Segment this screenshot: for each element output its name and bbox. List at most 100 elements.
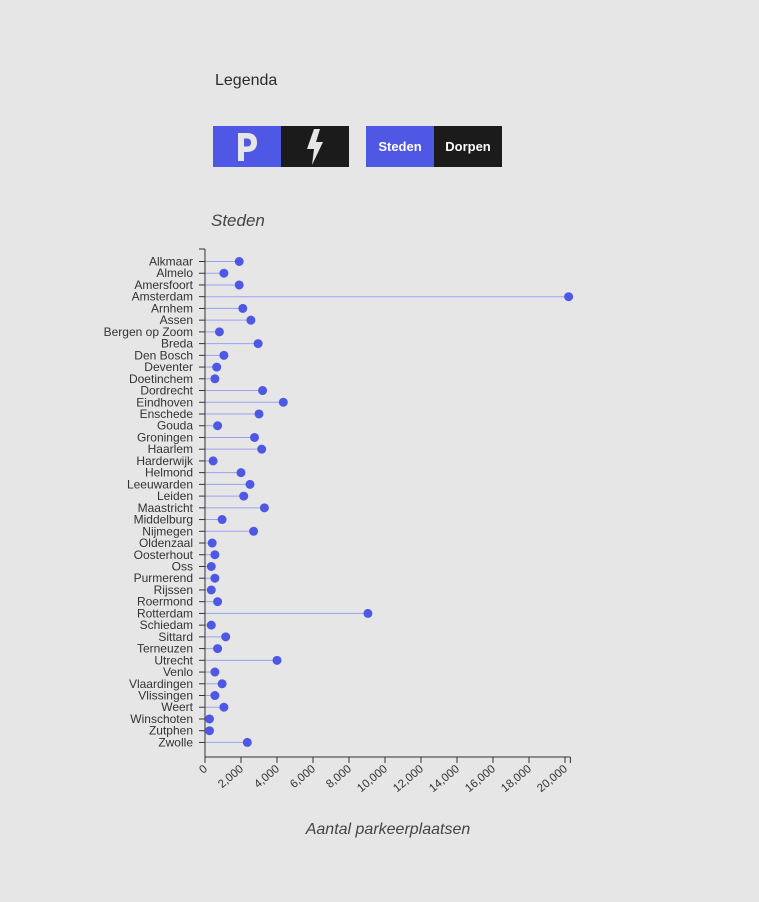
lollipop-dot[interactable]: [207, 538, 217, 548]
lollipop-dot[interactable]: [210, 667, 220, 677]
lollipop-dot[interactable]: [234, 280, 244, 290]
y-tick-label: Venlo: [163, 665, 193, 679]
lollipop-dot[interactable]: [239, 491, 249, 501]
lollipop-dot[interactable]: [217, 679, 227, 689]
lollipop-dot[interactable]: [363, 608, 373, 618]
lollipop-dot[interactable]: [278, 397, 288, 407]
y-tick-label: Haarlem: [148, 442, 193, 456]
y-tick-label: Middelburg: [134, 513, 193, 527]
y-tick-label: Gouda: [157, 419, 193, 433]
lollipop-dot[interactable]: [246, 315, 256, 325]
lollipop-dot[interactable]: [205, 726, 214, 736]
type-toggle-group: [213, 126, 349, 167]
lollipop-dot[interactable]: [210, 374, 220, 384]
lollipop-dot[interactable]: [208, 456, 218, 466]
lollipop-dot[interactable]: [234, 257, 244, 266]
x-tick-label: 14,000: [427, 763, 462, 795]
lollipop-dot[interactable]: [272, 655, 282, 665]
lollipop-dot[interactable]: [206, 561, 216, 571]
y-tick-label: Zutphen: [149, 724, 193, 738]
x-tick-label: 16,000: [463, 763, 498, 795]
x-tick-label: 18,000: [499, 763, 534, 795]
y-tick-label: Zwolle: [158, 735, 193, 749]
y-tick-label: Rijssen: [154, 583, 193, 597]
lollipop-dot[interactable]: [210, 550, 220, 560]
lollipop-dot[interactable]: [213, 597, 223, 607]
x-tick-label: 12,000: [391, 763, 426, 795]
villages-toggle-button[interactable]: Dorpen: [434, 126, 502, 167]
x-tick-label: 2,000: [216, 763, 246, 791]
parking-toggle-button[interactable]: [213, 126, 281, 167]
y-tick-label: Schiedam: [140, 618, 193, 632]
y-tick-label: Breda: [161, 337, 193, 351]
x-tick-label: 6,000: [288, 763, 318, 791]
y-tick-label: Winschoten: [130, 712, 193, 726]
y-tick-label: Vlissingen: [138, 689, 193, 703]
y-tick-label: Leiden: [157, 489, 193, 503]
lollipop-dot[interactable]: [205, 714, 214, 724]
x-tick-label: 0: [197, 763, 210, 776]
lollipop-dot[interactable]: [213, 644, 223, 654]
lollipop-dot[interactable]: [238, 303, 248, 313]
y-tick-label: Oss: [172, 559, 193, 573]
y-tick-label: Sittard: [158, 630, 193, 644]
lollipop-dot[interactable]: [212, 362, 222, 372]
y-tick-label: Arnhem: [151, 301, 193, 315]
y-tick-label: Oosterhout: [134, 548, 194, 562]
charging-toggle-button[interactable]: [281, 126, 349, 167]
y-tick-label: Alkmaar: [149, 255, 193, 269]
lollipop-dot[interactable]: [210, 573, 220, 583]
y-tick-label: Nijmegen: [142, 524, 193, 538]
lollipop-dots: [205, 257, 574, 747]
lollipop-dot[interactable]: [245, 479, 255, 489]
lollipop-dot[interactable]: [242, 737, 252, 747]
y-tick-label: Den Bosch: [134, 348, 193, 362]
lollipop-dot[interactable]: [257, 444, 267, 454]
x-tick-label: 10,000: [355, 763, 390, 795]
lollipop-dot[interactable]: [214, 327, 224, 337]
y-tick-label: Amsterdam: [132, 290, 193, 304]
cities-toggle-button[interactable]: Steden: [366, 126, 434, 167]
lollipop-dot[interactable]: [258, 386, 268, 396]
lollipop-dot[interactable]: [219, 702, 229, 712]
x-tick-label: 20,000: [535, 763, 570, 795]
y-tick-label: Bergen op Zoom: [104, 325, 193, 339]
x-tick-label: 4,000: [252, 763, 282, 791]
y-tick-label: Leeuwarden: [127, 477, 193, 491]
lollipop-dot[interactable]: [249, 526, 259, 536]
y-tick-label: Maastricht: [138, 501, 194, 515]
y-tick-label: Assen: [160, 313, 193, 327]
y-tick-label: Vlaardingen: [129, 677, 193, 691]
lollipop-dot[interactable]: [253, 339, 263, 349]
lollipop-lines: [205, 261, 569, 743]
y-tick-label: Roermond: [137, 595, 193, 609]
lollipop-dot[interactable]: [236, 468, 246, 478]
lollipop-dot[interactable]: [221, 632, 231, 642]
y-tick-label: Almelo: [156, 266, 193, 280]
y-tick-label: Enschede: [140, 407, 194, 421]
area-toggle-group: Steden Dorpen: [366, 126, 502, 167]
y-tick-label: Eindhoven: [136, 395, 193, 409]
lollipop-dot[interactable]: [206, 585, 216, 595]
x-tick-label: 8,000: [324, 763, 354, 791]
lollipop-dot[interactable]: [219, 268, 229, 278]
lollipop-dot[interactable]: [213, 421, 223, 431]
lightning-icon: [307, 128, 323, 165]
lollipop-dot[interactable]: [254, 409, 264, 419]
lollipop-dot[interactable]: [219, 350, 229, 360]
y-tick-label: Terneuzen: [137, 642, 193, 656]
lollipop-dot[interactable]: [217, 515, 227, 525]
chart-axes: 0 2,000 4,000 6,000 8,000 10,000 12,000 14,000 1…: [104, 248, 571, 838]
lollipop-dot[interactable]: [259, 503, 269, 513]
section-title: Steden: [211, 211, 265, 230]
lollipop-dot[interactable]: [206, 620, 216, 630]
y-tick-label: Groningen: [137, 430, 193, 444]
y-tick-label: Oldenzaal: [139, 536, 193, 550]
lollipop-dot[interactable]: [250, 432, 259, 442]
y-tick-label: Doetinchem: [129, 372, 193, 386]
y-tick-label: Amersfoort: [134, 278, 193, 292]
lollipop-dot[interactable]: [210, 691, 220, 701]
y-tick-label: Helmond: [145, 466, 193, 480]
lollipop-dot[interactable]: [564, 292, 574, 302]
